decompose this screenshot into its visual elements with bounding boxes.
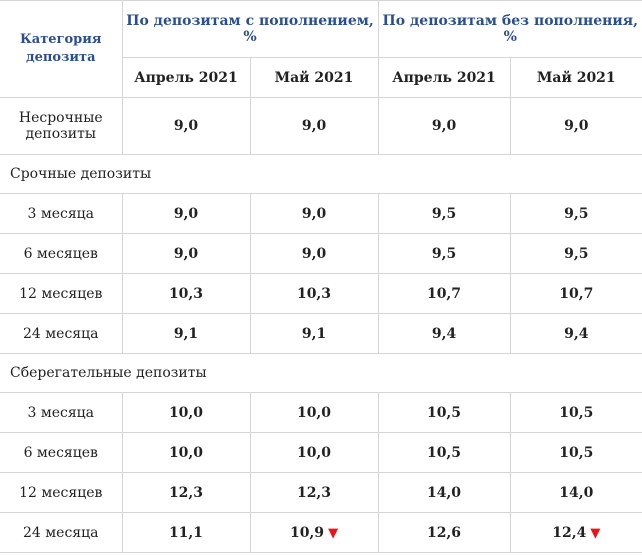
red-down-triangle-icon: ▼ bbox=[590, 525, 601, 541]
rate-value: 10,7 bbox=[509, 273, 642, 314]
rate-value: 9,0 bbox=[121, 193, 251, 234]
row-label: 24 месяца bbox=[0, 512, 123, 553]
rate-value: 10,0 bbox=[121, 392, 251, 433]
row-label: 12 месяцев bbox=[0, 472, 123, 513]
rate-value: 10,3 bbox=[249, 273, 379, 314]
with-topup-header: По депозитам с пополнением, % bbox=[121, 0, 379, 58]
rate-value: 10,3 bbox=[121, 273, 251, 314]
rate-value: 9,0 bbox=[249, 233, 379, 274]
table-row: 24 месяца 9,1 9,1 9,4 9,4 bbox=[0, 313, 642, 354]
rate-value: 10,5 bbox=[509, 432, 642, 473]
rate-value: 10,5 bbox=[509, 392, 642, 433]
rate-value-decreased: 12,4 ▼ bbox=[509, 512, 642, 553]
rate-value: 9,1 bbox=[121, 313, 251, 354]
rate-value: 9,0 bbox=[121, 97, 251, 155]
section-row: Срочные депозиты bbox=[0, 154, 642, 194]
rate-value: 12,3 bbox=[249, 472, 379, 513]
rate-value: 9,0 bbox=[249, 193, 379, 234]
row-label: 24 месяца bbox=[0, 313, 123, 354]
table-row: 3 месяца 9,0 9,0 9,5 9,5 bbox=[0, 193, 642, 234]
month-header: Апрель 2021 bbox=[121, 57, 251, 98]
without-topup-header: По депозитам без пополнения, % bbox=[377, 0, 642, 58]
table-row: 12 месяцев 12,3 12,3 14,0 14,0 bbox=[0, 472, 642, 513]
rate-value: 9,0 bbox=[249, 97, 379, 155]
table-row: 24 месяца 11,1 10,9 ▼ 12,6 12,4 ▼ bbox=[0, 512, 642, 553]
row-label: 3 месяца bbox=[0, 392, 123, 433]
row-label: 12 месяцев bbox=[0, 273, 123, 314]
rate-value: 10,9 bbox=[289, 524, 325, 541]
rate-value: 9,5 bbox=[377, 233, 511, 274]
rate-value: 9,1 bbox=[249, 313, 379, 354]
section-title: Сберегательные депозиты bbox=[0, 353, 642, 393]
rate-value: 9,5 bbox=[509, 193, 642, 234]
rate-value: 9,0 bbox=[509, 97, 642, 155]
rate-value: 14,0 bbox=[377, 472, 511, 513]
table-row: 12 месяцев 10,3 10,3 10,7 10,7 bbox=[0, 273, 642, 314]
rate-value: 9,0 bbox=[377, 97, 511, 155]
rate-value: 10,5 bbox=[377, 392, 511, 433]
row-label: Несрочные депозиты bbox=[0, 97, 123, 155]
rate-value: 10,7 bbox=[377, 273, 511, 314]
month-header: Май 2021 bbox=[509, 57, 642, 98]
rate-value: 12,4 bbox=[552, 524, 587, 541]
rate-value: 12,3 bbox=[121, 472, 251, 513]
month-header: Май 2021 bbox=[249, 57, 379, 98]
rate-value: 10,5 bbox=[377, 432, 511, 473]
row-label: 6 месяцев bbox=[0, 432, 123, 473]
rate-value: 11,1 bbox=[121, 512, 251, 553]
rate-value-decreased: 10,9 ▼ bbox=[249, 512, 379, 553]
rate-value: 10,0 bbox=[121, 432, 251, 473]
row-label: 3 месяца bbox=[0, 193, 123, 234]
rate-value: 10,0 bbox=[249, 392, 379, 433]
rate-value: 9,5 bbox=[377, 193, 511, 234]
table-row: Несрочные депозиты 9,0 9,0 9,0 9,0 bbox=[0, 97, 642, 155]
rate-value: 12,6 bbox=[377, 512, 511, 553]
month-header: Апрель 2021 bbox=[377, 57, 511, 98]
row-label: 6 месяцев bbox=[0, 233, 123, 274]
category-header: Категория депозита bbox=[0, 0, 123, 98]
rate-value: 14,0 bbox=[509, 472, 642, 513]
rate-value: 9,0 bbox=[121, 233, 251, 274]
table-row: 6 месяцев 9,0 9,0 9,5 9,5 bbox=[0, 233, 642, 274]
rate-value: 9,4 bbox=[509, 313, 642, 354]
section-title: Срочные депозиты bbox=[0, 154, 642, 194]
red-down-triangle-icon: ▼ bbox=[328, 525, 339, 541]
rate-value: 10,0 bbox=[249, 432, 379, 473]
table-row: 3 месяца 10,0 10,0 10,5 10,5 bbox=[0, 392, 642, 433]
rate-value: 9,5 bbox=[509, 233, 642, 274]
table-row: 6 месяцев 10,0 10,0 10,5 10,5 bbox=[0, 432, 642, 473]
section-row: Сберегательные депозиты bbox=[0, 353, 642, 393]
rate-value: 9,4 bbox=[377, 313, 511, 354]
